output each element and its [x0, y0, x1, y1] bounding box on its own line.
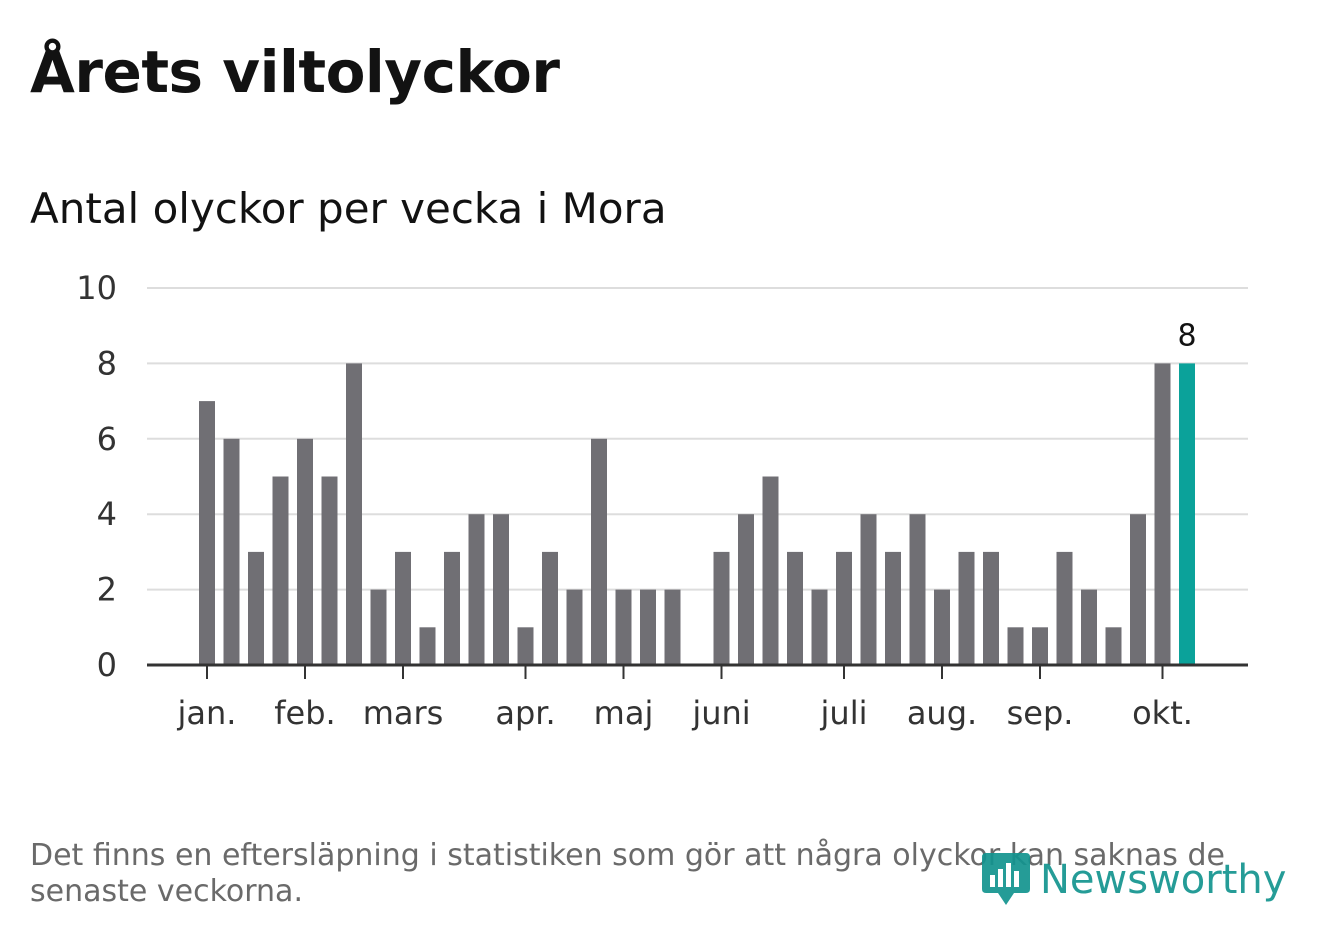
bar — [272, 476, 289, 665]
x-tick-label: okt. — [1132, 694, 1193, 732]
bar — [836, 551, 852, 665]
chart-subtitle: Antal olyckor per vecka i Mora — [30, 184, 667, 233]
x-tick-label: mars — [363, 694, 444, 732]
x-tick-label: jan. — [177, 694, 237, 732]
bar — [983, 551, 999, 665]
x-tick-label: aug. — [907, 694, 977, 732]
bar — [1007, 627, 1024, 665]
bar — [297, 438, 313, 665]
bar — [811, 589, 828, 665]
bar — [248, 551, 264, 665]
y-axis-labels: 0 2 4 6 8 10 — [76, 269, 117, 684]
x-tick-label: juni — [691, 694, 750, 732]
bar — [1130, 514, 1146, 665]
annotations: 8 — [1177, 318, 1196, 353]
bar — [542, 551, 558, 665]
bar — [370, 589, 387, 665]
y-tick-label: 10 — [76, 269, 117, 307]
bar-chart-speech-bubble-icon — [982, 853, 1030, 905]
bars — [199, 363, 1195, 665]
x-tick-label: apr. — [495, 694, 555, 732]
bar — [419, 627, 436, 665]
bar — [664, 589, 681, 665]
bar-highlight — [1179, 363, 1195, 665]
bar — [1056, 551, 1073, 665]
x-tick-label: maj — [594, 694, 654, 732]
y-tick-label: 0 — [97, 646, 117, 684]
bar — [395, 551, 411, 665]
bar — [321, 476, 338, 665]
bar — [909, 514, 926, 665]
bar — [223, 438, 240, 665]
logo-text: Newsworthy — [1040, 857, 1287, 903]
bar — [566, 589, 583, 665]
bar — [468, 514, 485, 665]
bar — [615, 589, 632, 665]
x-tick-label: juli — [820, 694, 868, 732]
y-tick-label: 8 — [97, 344, 117, 382]
y-tick-label: 6 — [97, 420, 117, 458]
bar — [1105, 627, 1122, 665]
bar — [199, 401, 215, 665]
x-tick-label: feb. — [274, 694, 335, 732]
bar — [787, 551, 803, 665]
bar — [640, 589, 656, 665]
bar — [860, 514, 877, 665]
y-tick-label: 4 — [97, 495, 117, 533]
bar — [762, 476, 779, 665]
bar — [738, 514, 754, 665]
bar — [885, 551, 901, 665]
highlight-value-label: 8 — [1177, 318, 1196, 353]
bar — [1032, 627, 1048, 665]
bar — [517, 627, 534, 665]
y-tick-label: 2 — [97, 571, 117, 609]
bar — [1081, 589, 1097, 665]
newsworthy-logo: Newsworthy — [980, 848, 1286, 912]
bar — [1154, 363, 1171, 665]
x-tick-label: sep. — [1007, 694, 1074, 732]
chart-title: Årets viltolyckor — [30, 38, 560, 106]
bar — [591, 438, 607, 665]
bar — [444, 551, 460, 665]
bar — [958, 551, 975, 665]
bar — [934, 589, 950, 665]
x-axis — [147, 663, 1248, 679]
bar — [493, 514, 509, 665]
x-axis-labels: jan. feb. mars apr. maj juni juli aug. sep. okt. — [177, 694, 1193, 732]
bar — [346, 363, 362, 665]
bar — [713, 551, 730, 665]
